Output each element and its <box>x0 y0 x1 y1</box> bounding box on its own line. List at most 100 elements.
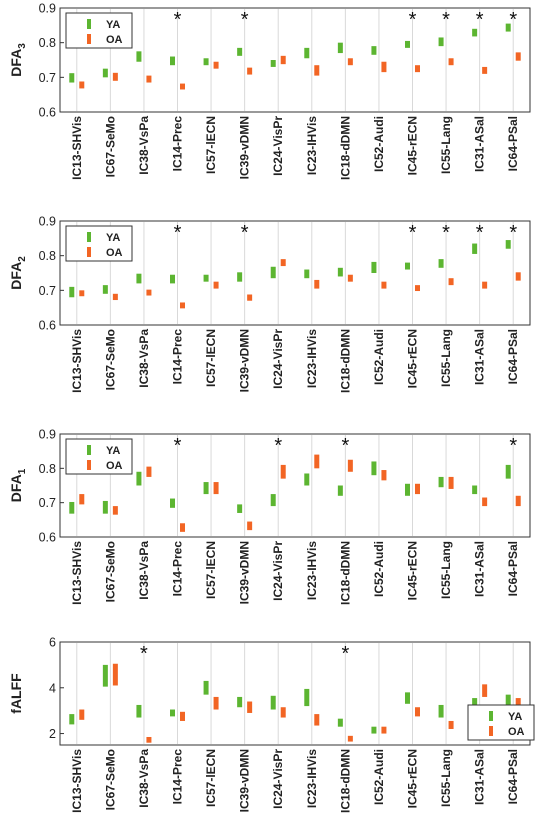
oa-range-bar <box>79 494 85 505</box>
oa-range-bar <box>415 65 420 73</box>
x-tick-label: IC18-dDMN <box>338 541 352 605</box>
legend-label: OA <box>106 247 123 259</box>
oa-range-bar <box>180 523 185 532</box>
legend-swatch <box>489 726 493 736</box>
ya-range-bar <box>136 471 142 486</box>
legend-box <box>65 12 133 49</box>
oa-range-bar <box>448 58 454 66</box>
x-tick-label: IC23-IHVis <box>305 749 319 808</box>
ya-range-bar <box>69 501 75 514</box>
significance-marker: * <box>341 435 349 457</box>
legend: YA OA <box>65 438 133 475</box>
ya-range-bar <box>69 714 75 725</box>
oa-range-bar <box>79 290 85 297</box>
legend-swatch <box>87 460 91 470</box>
oa-range-bar <box>280 259 286 267</box>
legend-label: YA <box>106 445 120 457</box>
ya-range-bar <box>136 704 142 718</box>
x-tick-label: IC67-SeMo <box>103 749 117 810</box>
oa-range-bar <box>146 736 152 743</box>
ya-range-bar <box>102 664 108 687</box>
x-tick-label: IC52-Audi <box>372 116 386 172</box>
x-tick-label: IC39-vDMN <box>238 329 252 392</box>
oa-range-bar <box>213 281 219 289</box>
oa-range-bar <box>146 75 152 83</box>
x-tick-label: IC45-rECN <box>406 116 420 175</box>
ya-range-bar <box>170 498 175 508</box>
ya-range-bar <box>337 267 343 277</box>
x-tick-label: IC64-PSal <box>506 541 520 596</box>
legend-swatch <box>87 34 91 44</box>
x-tick-label: IC31-ASal <box>473 116 487 172</box>
legend-box <box>65 438 133 475</box>
x-tick-label: IC38-VsPa <box>137 116 151 175</box>
ya-range-bar <box>438 259 444 268</box>
oa-range-bar <box>79 81 85 89</box>
ya-range-bar <box>505 23 511 32</box>
oa-range-bar <box>112 506 118 515</box>
oa-range-bar <box>347 58 353 66</box>
ya-range-bar <box>270 266 276 279</box>
plot-area <box>59 641 531 746</box>
legend-swatch <box>87 247 91 257</box>
oa-range-bar <box>415 707 420 717</box>
ya-range-bar <box>203 274 209 282</box>
x-tick-label: IC64-PSal <box>506 329 520 384</box>
ya-range-bar <box>102 68 108 78</box>
oa-range-bar <box>381 470 387 481</box>
y-tick-label: 0.7 <box>39 496 56 510</box>
x-tick-label: IC67-SeMo <box>103 329 117 390</box>
x-tick-label: IC13-SHVis <box>70 329 84 393</box>
y-tick-label: 0.6 <box>39 531 56 545</box>
oa-range-bar <box>515 495 521 507</box>
significance-marker: * <box>409 9 417 31</box>
oa-range-bar <box>146 289 152 296</box>
legend-label: YA <box>106 19 120 31</box>
x-tick-label: IC14-Prec <box>171 329 185 385</box>
ya-range-bar <box>237 696 243 708</box>
x-tick-label: IC64-PSal <box>506 116 520 171</box>
x-tick-label: IC23-IHVis <box>305 116 319 175</box>
oa-range-bar <box>482 497 488 507</box>
ya-range-bar <box>102 500 108 514</box>
ya-range-bar <box>505 464 511 479</box>
ya-range-bar <box>472 698 478 710</box>
significance-marker: * <box>140 643 148 665</box>
legend-swatch <box>87 19 91 29</box>
oa-range-bar <box>381 61 387 73</box>
oa-range-bar <box>482 684 488 697</box>
x-tick-label: IC38-VsPa <box>137 329 151 388</box>
ya-range-bar <box>438 476 444 488</box>
x-tick-label: IC18-dDMN <box>338 116 352 180</box>
y-tick-label: 0.8 <box>39 462 56 476</box>
x-tick-label: IC24-VisPr <box>271 541 285 601</box>
ya-range-bar <box>304 269 310 279</box>
y-axis-label: DFA1 <box>8 468 28 502</box>
legend-label: YA <box>508 711 522 723</box>
y-tick-label: 0.9 <box>39 215 56 229</box>
oa-range-bar <box>280 707 286 718</box>
oa-range-bar <box>381 281 387 289</box>
ya-range-bar <box>69 286 75 298</box>
oa-range-bar <box>247 701 253 713</box>
ya-range-bar <box>371 461 377 476</box>
ya-range-bar <box>371 261 377 273</box>
oa-range-bar <box>515 272 521 281</box>
oa-range-bar <box>112 293 118 301</box>
oa-range-bar <box>314 65 320 76</box>
oa-range-bar <box>314 714 320 726</box>
significance-marker: * <box>174 222 182 244</box>
x-tick-label: IC24-VisPr <box>271 116 285 176</box>
y-tick-label: 0.8 <box>39 249 56 263</box>
oa-range-bar <box>280 55 286 65</box>
oa-range-bar <box>515 52 521 61</box>
x-tick-label: IC55-Lang <box>439 749 453 807</box>
x-tick-label: IC52-Audi <box>372 329 386 385</box>
legend-swatch <box>87 445 91 455</box>
x-tick-label: IC67-SeMo <box>103 116 117 177</box>
legend: YA OA <box>65 225 133 262</box>
legend: YA OA <box>65 12 133 49</box>
oa-range-bar <box>381 726 387 734</box>
oa-range-bar <box>247 521 253 531</box>
